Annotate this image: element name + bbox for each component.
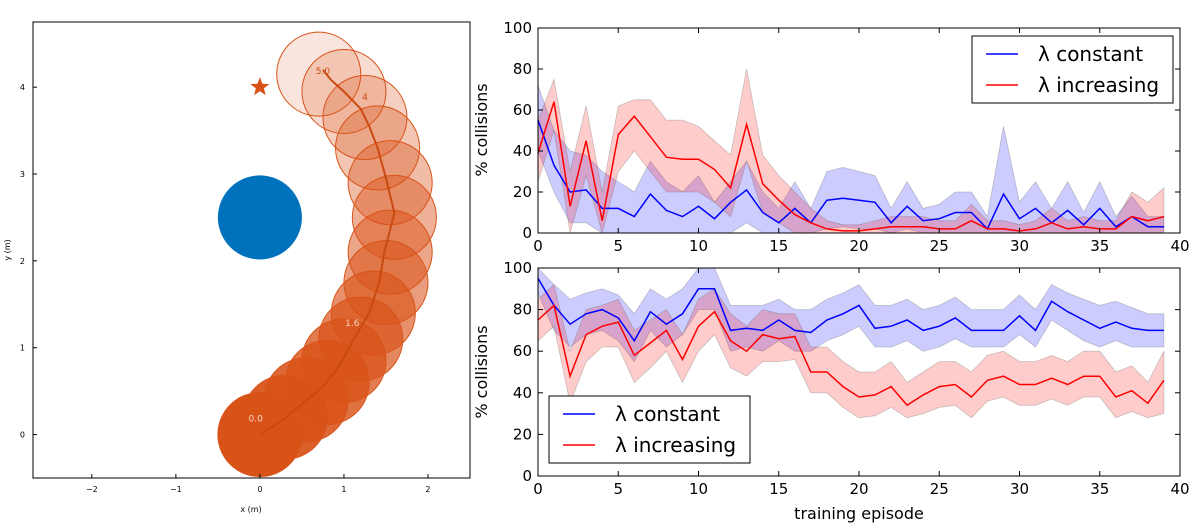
top-legend-label-constant: λ constant [1038, 42, 1143, 66]
line-series-0 [537, 119, 1164, 231]
x-tick-label: 25 [930, 237, 949, 255]
top-y-axis-label: % collisions [472, 83, 491, 176]
bottom-legend-label-constant: λ constant [615, 402, 720, 426]
y-tick-label: 40 [513, 384, 532, 402]
x-tick-label: 0 [257, 485, 262, 494]
y-tick-label: 60 [513, 101, 532, 119]
x-tick-label: 5 [613, 237, 623, 255]
line-series-1 [537, 101, 1165, 232]
trajectory-y-axis-label: y (m) [3, 239, 12, 260]
y-tick-label: 0 [522, 467, 532, 485]
time-label: 0.0 [249, 415, 264, 425]
y-tick-label: 0 [20, 431, 25, 440]
y-tick-label: 1 [20, 344, 25, 353]
y-tick-label: 4 [20, 83, 25, 92]
x-tick-label: 15 [769, 480, 788, 498]
x-tick-label: 0 [533, 237, 543, 255]
bottom-legend-box [548, 395, 751, 464]
x-tick-label: 35 [1090, 480, 1109, 498]
top-y-ticks: 0 20 40 60 80 100 [503, 19, 1180, 242]
bottom-x-ticks: 0 5 10 15 20 25 30 35 40 [533, 268, 1190, 498]
time-label: 1.6 [345, 319, 360, 329]
agent-disc-14 [276, 31, 362, 117]
x-tick-label: 0 [533, 480, 543, 498]
top-x-ticks: 0 5 10 15 20 25 30 35 40 [533, 28, 1190, 255]
line-series-0 [537, 278, 1164, 343]
trajectory-y-ticks: 0 1 2 3 4 [20, 83, 37, 440]
top-legend-box [971, 35, 1174, 104]
time-label: 5.0 [316, 67, 331, 77]
x-tick-label: 10 [689, 237, 708, 255]
x-tick-label: −1 [170, 485, 182, 494]
top-legend: λ constant λ increasing [971, 35, 1174, 104]
x-tick-label: 40 [1170, 237, 1189, 255]
top-legend-label-increasing: λ increasing [1038, 73, 1159, 97]
x-tick-label: 25 [930, 480, 949, 498]
trajectory-x-axis-label: x (m) [240, 505, 261, 514]
y-tick-label: 2 [20, 257, 25, 266]
x-tick-label: 20 [849, 237, 868, 255]
x-tick-label: −2 [86, 485, 98, 494]
y-tick-label: 60 [513, 342, 532, 360]
time-label: 4 [362, 93, 368, 103]
y-tick-label: 3 [20, 170, 25, 179]
x-tick-label: 15 [769, 237, 788, 255]
bottom-x-axis-label: training episode [794, 504, 924, 523]
y-tick-label: 40 [513, 142, 532, 160]
y-tick-label: 80 [513, 301, 532, 319]
bottom-y-axis-label: % collisions [472, 325, 491, 418]
line-series-1 [537, 303, 1165, 407]
bottom-legend-label-increasing: λ increasing [615, 433, 736, 457]
y-tick-label: 100 [503, 259, 532, 277]
goal-star-marker [250, 77, 270, 96]
x-tick-label: 30 [1010, 480, 1029, 498]
y-tick-label: 20 [513, 183, 532, 201]
band-series-1 [537, 283, 1165, 419]
trajectory-x-ticks: −2 −1 0 1 2 [86, 474, 431, 494]
x-tick-label: 35 [1090, 237, 1109, 255]
obstacle-circle [217, 175, 302, 260]
x-tick-label: 1 [341, 485, 346, 494]
x-tick-label: 20 [849, 480, 868, 498]
y-tick-label: 20 [513, 425, 532, 443]
y-tick-label: 80 [513, 60, 532, 78]
x-tick-label: 5 [613, 480, 623, 498]
trajectory-path [259, 69, 396, 436]
collisions-top-plot: 0 5 10 15 20 25 30 35 40 0 20 40 60 80 100 % collisio… [472, 19, 1190, 255]
bottom-legend: λ constant λ increasing [548, 395, 751, 464]
collisions-bottom-plot: 0 5 10 15 20 25 30 35 40 0 20 40 60 80 100 % collisio… [472, 259, 1190, 523]
bottom-plot-content [537, 267, 1165, 419]
trajectory-content: 0.0 1.6 5.0 4 [217, 31, 437, 478]
y-tick-label: 100 [503, 19, 532, 37]
x-tick-label: 40 [1170, 480, 1189, 498]
trajectory-plot: 0.0 1.6 5.0 4 −2 −1 0 1 2 0 1 2 3 4 x (m) y (m) [3, 21, 471, 514]
x-tick-label: 2 [425, 485, 430, 494]
band-series-0 [537, 267, 1165, 363]
x-tick-label: 10 [689, 480, 708, 498]
bottom-y-ticks: 0 20 40 60 80 100 [503, 259, 1180, 485]
x-tick-label: 30 [1010, 237, 1029, 255]
y-tick-label: 0 [522, 224, 532, 242]
